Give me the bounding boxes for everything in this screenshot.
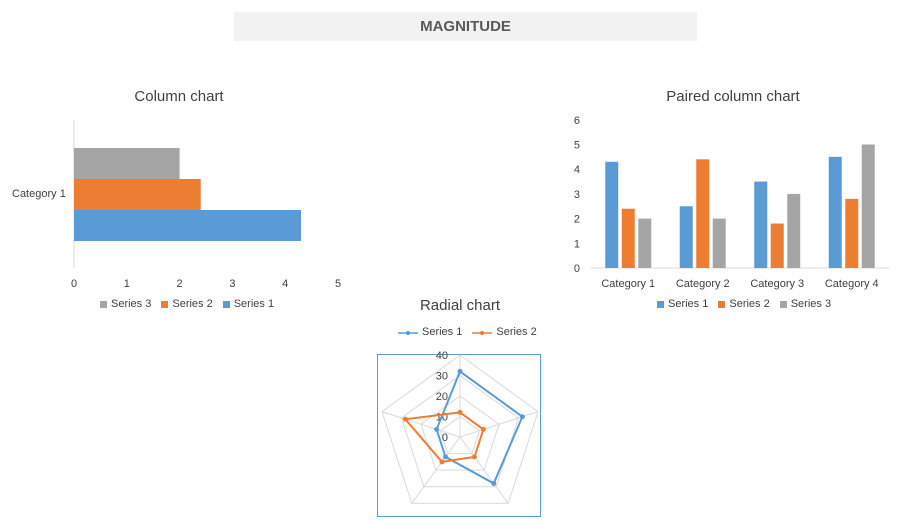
legend-line-marker bbox=[472, 328, 493, 336]
radar-series-line bbox=[435, 369, 524, 485]
bar bbox=[638, 218, 652, 268]
legend-label: Series 2 bbox=[496, 326, 537, 338]
y-tick-label: 5 bbox=[574, 140, 580, 152]
radar-point bbox=[471, 454, 477, 460]
legend-item: Series 2 bbox=[718, 298, 770, 310]
legend-swatch bbox=[161, 300, 169, 308]
x-tick-label: 2 bbox=[177, 278, 183, 290]
y-tick-label: 0 bbox=[574, 263, 580, 275]
x-tick-label: 1 bbox=[124, 278, 130, 290]
legend-item: Series 2 bbox=[472, 326, 537, 338]
radar-point bbox=[434, 426, 440, 432]
bar bbox=[712, 218, 726, 268]
radial-chart-title: Radial chart bbox=[419, 297, 501, 314]
legend-label: Series 1 bbox=[668, 298, 709, 310]
y-tick-label: 4 bbox=[574, 164, 580, 176]
radar-spoke bbox=[459, 436, 509, 504]
paired-column-chart-legend: Series 1 Series 2 Series 3 bbox=[657, 298, 831, 310]
radar-point bbox=[439, 459, 445, 465]
radar-series-line bbox=[403, 411, 485, 463]
column-chart-legend: Series 3 Series 2 Series 1 bbox=[100, 298, 274, 310]
radar-point bbox=[402, 416, 408, 422]
radar-point bbox=[443, 454, 449, 460]
radar-point bbox=[519, 414, 525, 420]
bar bbox=[679, 206, 693, 268]
legend-label: Series 2 bbox=[729, 298, 770, 310]
category-label: Category 1 bbox=[12, 188, 66, 200]
radar-gridline bbox=[439, 415, 481, 455]
radial-tick-label: 30 bbox=[436, 371, 448, 383]
x-tick-label: 5 bbox=[335, 278, 341, 290]
y-tick-label: 6 bbox=[574, 115, 580, 127]
radar-point bbox=[457, 368, 463, 374]
column-chart-title: Column chart bbox=[134, 88, 224, 105]
radial-tick-label: 20 bbox=[436, 391, 448, 403]
category-label: Category 4 bbox=[825, 278, 879, 290]
y-tick-label: 3 bbox=[574, 189, 580, 201]
radial-chart-frame bbox=[377, 354, 541, 517]
legend-swatch bbox=[718, 300, 726, 308]
radar-gridline bbox=[400, 374, 520, 488]
legend-label: Series 3 bbox=[111, 298, 152, 310]
radial-tick-label: 0 bbox=[442, 432, 448, 444]
bar bbox=[74, 179, 201, 210]
bar bbox=[696, 159, 710, 268]
legend-label: Series 2 bbox=[172, 298, 213, 310]
legend-item: Series 2 bbox=[161, 298, 213, 310]
legend-line-marker bbox=[398, 328, 418, 336]
legend-item: Series 1 bbox=[657, 298, 708, 310]
legend-item: Series 1 bbox=[398, 326, 462, 338]
category-label: Category 2 bbox=[676, 278, 730, 290]
radar-spoke bbox=[411, 436, 461, 504]
radar-spoke bbox=[459, 411, 539, 438]
legend-swatch bbox=[657, 300, 664, 308]
legend-item: Series 3 bbox=[779, 298, 832, 310]
legend-swatch bbox=[222, 300, 230, 308]
paired-column-chart-title: Paired column chart bbox=[666, 88, 800, 105]
bar bbox=[74, 148, 180, 179]
bar bbox=[845, 198, 859, 268]
legend-swatch bbox=[100, 300, 107, 308]
bar bbox=[828, 156, 842, 268]
legend-label: Series 1 bbox=[233, 298, 275, 310]
radial-tick-label: 40 bbox=[436, 350, 448, 362]
legend-label: Series 3 bbox=[790, 298, 832, 310]
radar-point bbox=[491, 480, 497, 486]
y-tick-label: 1 bbox=[574, 238, 580, 250]
x-tick-label: 3 bbox=[229, 278, 235, 290]
category-label: Category 1 bbox=[601, 278, 655, 290]
legend-item: Series 1 bbox=[222, 298, 275, 310]
banner-title: MAGNITUDE bbox=[420, 18, 511, 35]
bar bbox=[621, 208, 635, 268]
bar bbox=[754, 181, 768, 268]
legend-label: Series 1 bbox=[422, 326, 463, 338]
bar bbox=[605, 161, 619, 268]
legend-swatch bbox=[779, 300, 787, 308]
radar-point bbox=[457, 409, 463, 415]
radar-spoke bbox=[381, 411, 461, 438]
y-tick-label: 2 bbox=[574, 214, 580, 226]
x-tick-label: 4 bbox=[282, 278, 288, 290]
radar-gridline bbox=[420, 395, 500, 471]
legend-item: Series 3 bbox=[100, 298, 151, 310]
radar-gridline bbox=[381, 354, 539, 504]
category-label: Category 3 bbox=[750, 278, 804, 290]
x-tick-label: 0 bbox=[71, 278, 77, 290]
bar bbox=[74, 210, 302, 241]
radar-point bbox=[480, 426, 486, 432]
bar bbox=[770, 223, 784, 268]
page-banner: MAGNITUDE bbox=[234, 12, 697, 41]
bar bbox=[787, 193, 801, 268]
radial-chart-legend: Series 1 Series 2 bbox=[398, 326, 537, 338]
bar bbox=[861, 144, 875, 268]
